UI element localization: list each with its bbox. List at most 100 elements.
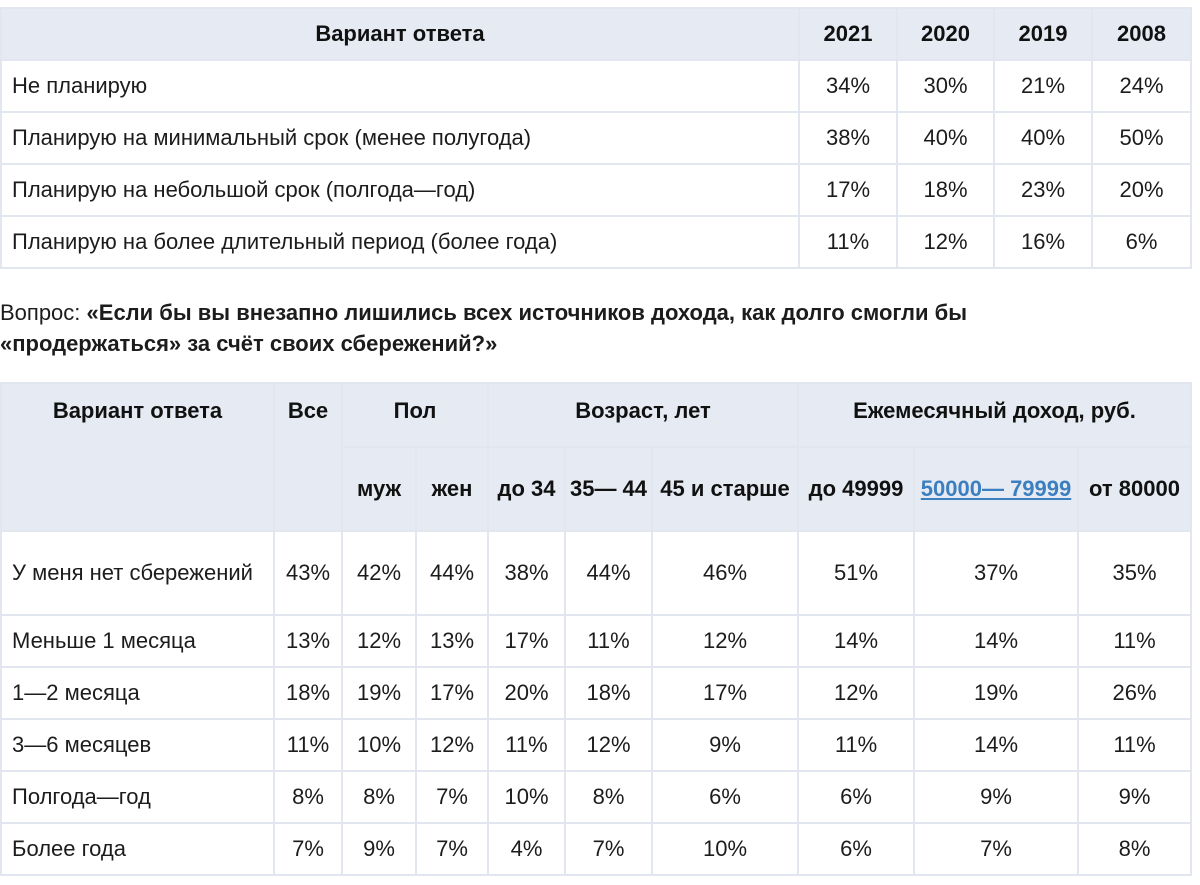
cell-value: 9% (341, 822, 417, 876)
cell-value: 11% (798, 215, 898, 269)
column-header-year: 2020 (896, 7, 995, 61)
cell-value: 10% (487, 770, 566, 824)
cell-value: 8% (564, 770, 653, 824)
cell-value: 19% (913, 666, 1080, 720)
cell-value: 11% (273, 718, 343, 772)
cell-value: 18% (564, 666, 653, 720)
column-header-year: 2019 (993, 7, 1093, 61)
cell-value: 17% (415, 666, 489, 720)
cell-value: 8% (1077, 822, 1193, 876)
cell-value: 38% (798, 111, 898, 165)
table-subheader-row: муж жен до 34 35— 44 45 и старше до 4999… (1, 446, 1193, 532)
question-label: Вопрос: (0, 300, 87, 325)
subheader-female: жен (415, 446, 489, 532)
cell-value: 18% (896, 163, 995, 217)
table-row: Меньше 1 месяца 13% 12% 13% 17% 11% 12% … (0, 614, 1193, 668)
cell-value: 9% (1077, 770, 1193, 824)
survey-table-demographics: Вариант ответа Все Пол Возраст, лет Ежем… (0, 382, 1193, 876)
cell-value: 17% (650, 666, 800, 720)
cell-value: 43% (273, 530, 343, 616)
table-row: 3—6 месяцев 11% 10% 12% 11% 12% 9% 11% 1… (0, 718, 1193, 772)
subheader-income-low: до 49999 (797, 446, 916, 532)
cell-value: 24% (1091, 59, 1192, 113)
cell-value: 14% (913, 718, 1080, 772)
cell-value: 10% (650, 822, 800, 876)
cell-value: 9% (650, 718, 800, 772)
row-label: Полгода—год (0, 770, 275, 824)
cell-value: 38% (487, 530, 566, 616)
cell-value: 51% (797, 530, 916, 616)
cell-value: 12% (896, 215, 995, 269)
column-header-income: Ежемесячный доход, руб. (797, 382, 1193, 448)
cell-value: 11% (1077, 614, 1193, 668)
table-row: Планирую на небольшой срок (полгода—год)… (0, 163, 1192, 217)
row-label: Планирую на небольшой срок (полгода—год) (0, 163, 800, 217)
cell-value: 40% (896, 111, 995, 165)
table-row: 1—2 месяца 18% 19% 17% 20% 18% 17% 12% 1… (0, 666, 1193, 720)
table-row: Не планирую 34% 30% 21% 24% (0, 59, 1192, 113)
cell-value: 12% (797, 666, 916, 720)
cell-value: 6% (650, 770, 800, 824)
cell-value: 12% (650, 614, 800, 668)
cell-value: 17% (487, 614, 566, 668)
cell-value: 37% (913, 530, 1080, 616)
row-label: 3—6 месяцев (0, 718, 275, 772)
cell-value: 7% (415, 822, 489, 876)
row-label: Более года (0, 822, 275, 876)
cell-value: 44% (564, 530, 653, 616)
row-label: Меньше 1 месяца (0, 614, 275, 668)
cell-value: 11% (564, 614, 653, 668)
income-mid-link[interactable]: 50000— 79999 (920, 476, 1072, 501)
question-text: «Если бы вы внезапно лишились всех источ… (0, 300, 968, 356)
row-label: У меня нет сбережений (0, 530, 275, 616)
cell-value: 40% (993, 111, 1093, 165)
row-label: Не планирую (0, 59, 800, 113)
cell-value: 46% (650, 530, 800, 616)
column-header-answer: Вариант ответа (0, 382, 275, 532)
table-row: Полгода—год 8% 8% 7% 10% 8% 6% 6% 9% 9% (0, 770, 1193, 824)
column-header-year: 2008 (1091, 7, 1192, 61)
row-label: 1—2 месяца (0, 666, 275, 720)
cell-value: 10% (341, 718, 417, 772)
cell-value: 35% (1077, 530, 1193, 616)
cell-value: 6% (1091, 215, 1192, 269)
survey-table-years: Вариант ответа 2021 2020 2019 2008 Не пл… (0, 7, 1192, 269)
cell-value: 16% (993, 215, 1093, 269)
cell-value: 13% (273, 614, 343, 668)
subheader-age-45-plus: 45 и старше (650, 446, 800, 532)
cell-value: 20% (487, 666, 566, 720)
cell-value: 23% (993, 163, 1093, 217)
column-header-gender: Пол (341, 382, 489, 448)
cell-value: 30% (896, 59, 995, 113)
cell-value: 7% (415, 770, 489, 824)
subheader-income-high: от 80000 (1077, 446, 1193, 532)
row-label: Планирую на минимальный срок (менее полу… (0, 111, 800, 165)
subheader-male: муж (341, 446, 417, 532)
table-row: Планирую на минимальный срок (менее полу… (0, 111, 1192, 165)
cell-value: 4% (487, 822, 566, 876)
cell-value: 9% (913, 770, 1080, 824)
cell-value: 12% (415, 718, 489, 772)
cell-value: 8% (273, 770, 343, 824)
cell-value: 13% (415, 614, 489, 668)
column-header-answer: Вариант ответа (0, 7, 800, 61)
cell-value: 6% (797, 770, 916, 824)
cell-value: 50% (1091, 111, 1192, 165)
column-header-year: 2021 (798, 7, 898, 61)
cell-value: 14% (797, 614, 916, 668)
cell-value: 11% (487, 718, 566, 772)
subheader-income-mid-link[interactable]: 50000— 79999 (913, 446, 1080, 532)
cell-value: 17% (798, 163, 898, 217)
cell-value: 7% (564, 822, 653, 876)
subheader-age-under-34: до 34 (487, 446, 566, 532)
cell-value: 11% (797, 718, 916, 772)
row-label: Планирую на более длительный период (бол… (0, 215, 800, 269)
cell-value: 12% (341, 614, 417, 668)
table-row: Более года 7% 9% 7% 4% 7% 10% 6% 7% 8% (0, 822, 1193, 876)
table-header-row: Вариант ответа Все Пол Возраст, лет Ежем… (0, 382, 1193, 532)
table-row: Планирую на более длительный период (бол… (0, 215, 1192, 269)
cell-value: 18% (273, 666, 343, 720)
survey-question: Вопрос: «Если бы вы внезапно лишились вс… (0, 297, 1100, 359)
cell-value: 44% (415, 530, 489, 616)
cell-value: 14% (913, 614, 1080, 668)
